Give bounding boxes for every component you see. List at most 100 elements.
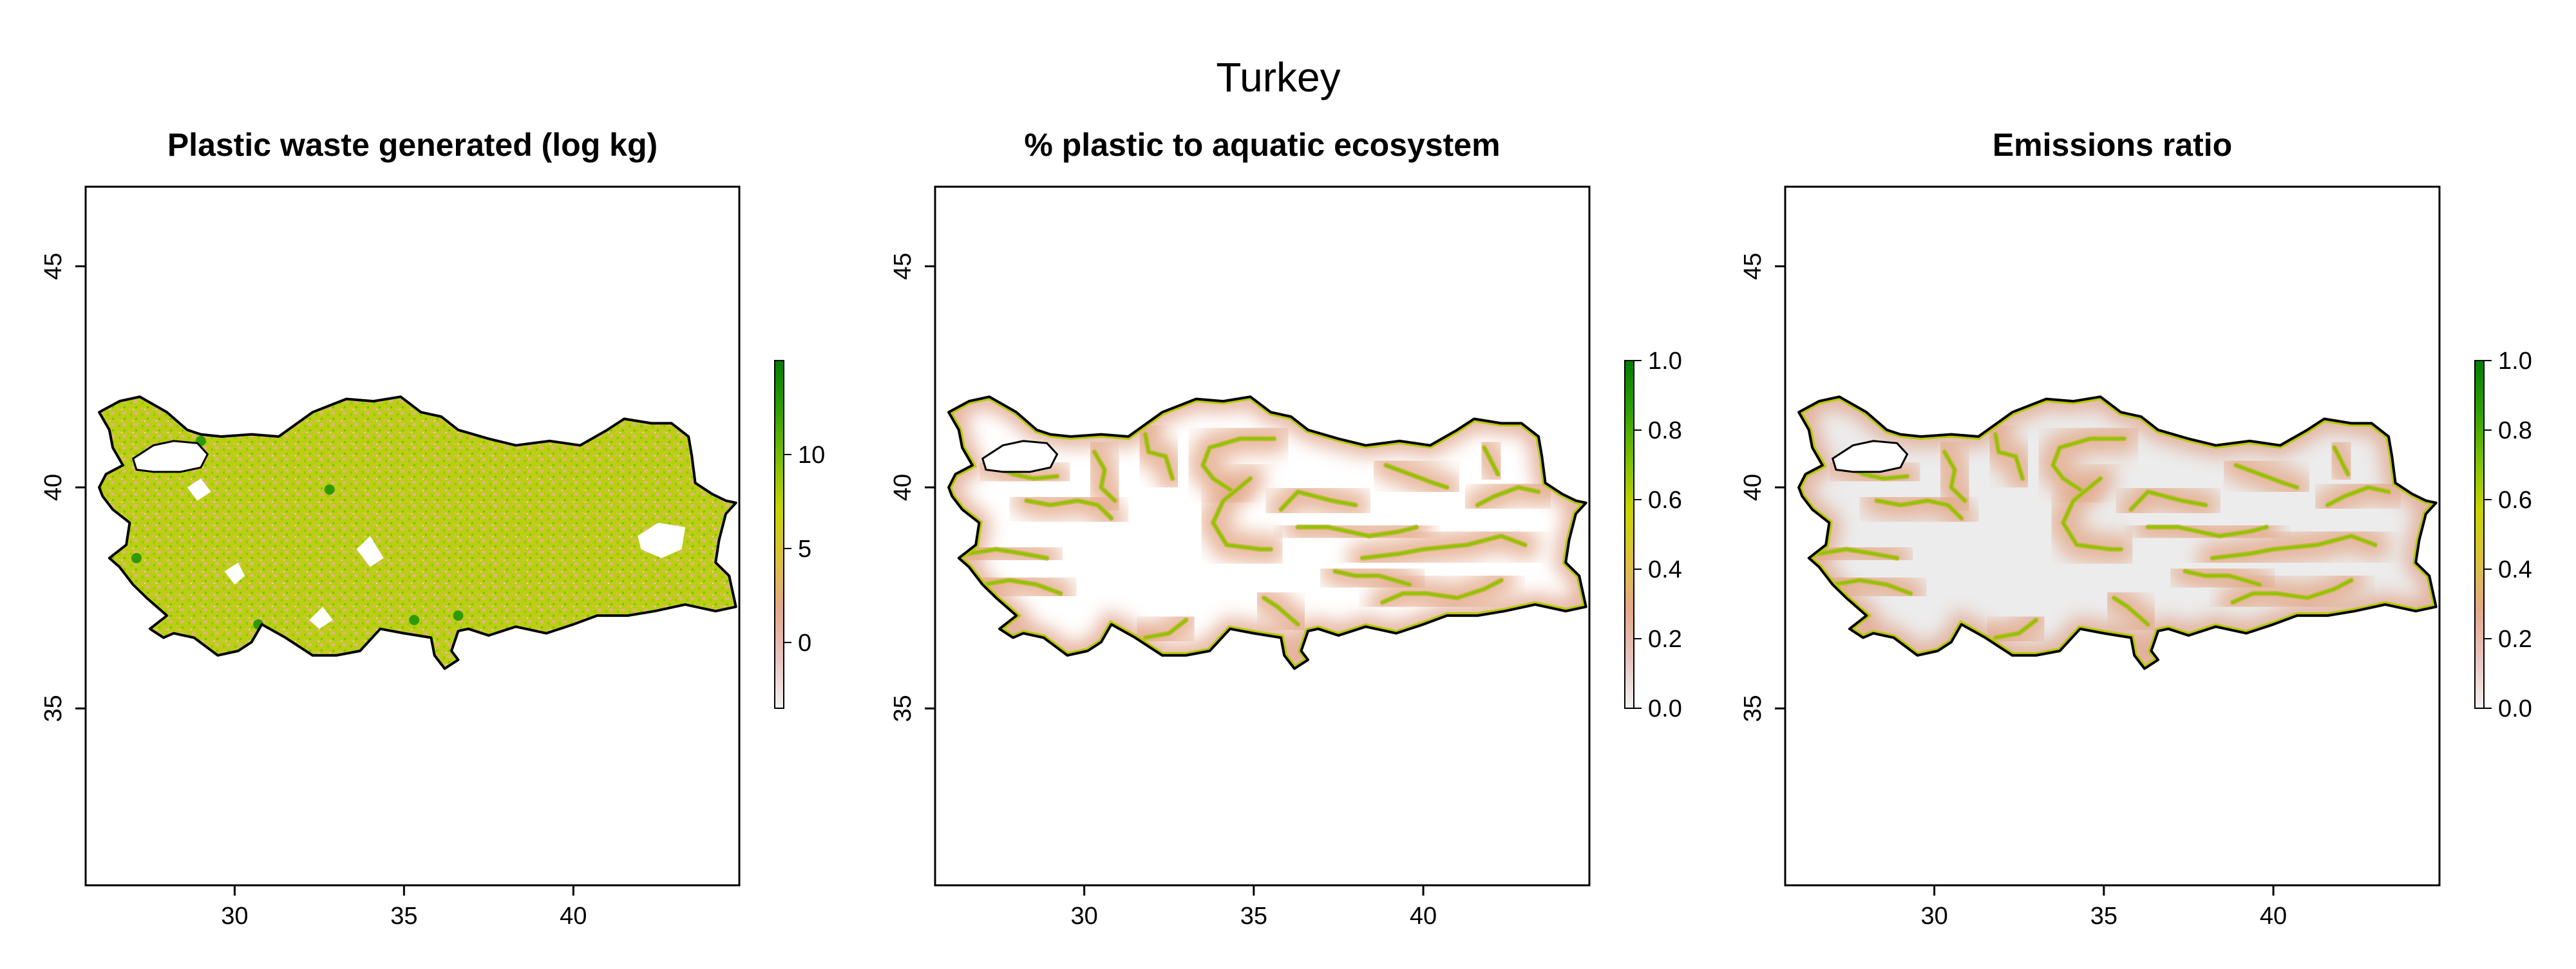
river-line [1280, 490, 1357, 511]
river-line [1025, 499, 1113, 520]
legend-tick-label: 0 [798, 630, 811, 657]
no-data-area [638, 522, 685, 558]
river-line [2231, 579, 2353, 604]
river-line [967, 548, 1048, 560]
river-line [1994, 433, 2024, 480]
country-border [98, 395, 737, 670]
legend-tick-label: 0.2 [1648, 626, 1682, 653]
x-tick-label: 30 [221, 903, 248, 930]
plot-frame [1784, 185, 2441, 887]
river-line [2112, 596, 2150, 626]
y-tick-label: 35 [40, 695, 67, 722]
x-tick-label: 40 [1410, 903, 1437, 930]
marmara-sea [981, 440, 1059, 473]
marmara-sea [131, 440, 209, 473]
x-tick-label: 35 [1240, 903, 1267, 930]
y-tick-label: 40 [1739, 474, 1766, 501]
river-line [2184, 570, 2261, 586]
river-line [1994, 619, 2038, 639]
legend: 0.0 0.2 0.4 0.6 0.8 1.0 [1624, 348, 1682, 722]
river-line [1817, 548, 1899, 560]
river-line [1476, 486, 1540, 507]
y-tick-label: 35 [889, 695, 916, 722]
river-line [1361, 534, 1526, 560]
legend-tick-label: 0.8 [2498, 417, 2532, 444]
marmara-sea [1831, 440, 1909, 473]
country-border [1797, 395, 2438, 670]
legend-tick-label: 0.0 [2498, 695, 2532, 722]
river-line [1334, 570, 1411, 586]
river-line [2130, 490, 2207, 511]
legend-tick-label: 0.4 [1648, 556, 1682, 583]
legend-colorbar [2474, 360, 2485, 709]
y-tick-label: 35 [1739, 695, 1766, 722]
river-line [1144, 619, 1188, 639]
y-tick-label: 45 [1739, 252, 1766, 279]
river-line [2146, 525, 2268, 538]
river-line [1201, 437, 1276, 493]
land-details [131, 435, 685, 630]
river-line [2051, 437, 2126, 493]
y-tick-label: 40 [889, 474, 916, 501]
legend-colorbar [1624, 360, 1634, 709]
land-area [1799, 397, 2436, 669]
legend-tick-label: 1.0 [2498, 348, 2532, 375]
legend-colorbar [774, 360, 784, 709]
legend-tick-label: 5 [798, 536, 811, 563]
x-tick-label: 30 [1070, 903, 1097, 930]
legend-tick-label: 0.4 [2498, 556, 2532, 583]
legend-tick-label: 0.6 [1648, 487, 1682, 514]
panel-title: % plastic to aquatic ecosystem [1024, 127, 1500, 163]
no-data-area [309, 607, 333, 629]
river-line [1211, 477, 1273, 551]
river-line [1144, 433, 1174, 480]
legend-tick-label: 0.8 [1648, 417, 1682, 444]
x-tick-label: 35 [390, 903, 417, 930]
river-line [2326, 486, 2390, 507]
map-panel-2: % plastic to aquatic ecosystem 30 35 40 35 40… [889, 127, 1682, 930]
river-line [1093, 451, 1116, 502]
panel-title: Plastic waste generated (log kg) [167, 127, 658, 163]
river-line [1262, 596, 1300, 626]
country-border [947, 395, 1587, 670]
river-line [1831, 579, 1912, 595]
x-tick-label: 30 [1920, 903, 1947, 930]
no-data-area [224, 562, 245, 585]
urban-hotspot [131, 552, 142, 563]
river-line [2211, 534, 2376, 560]
river-line [2333, 446, 2349, 476]
legend-tick-label: 0.6 [2498, 487, 2532, 514]
land-fill [99, 397, 736, 669]
river-line [2235, 464, 2298, 489]
land-area [949, 397, 1586, 669]
plot-frame [934, 185, 1591, 887]
urban-hotspot [324, 484, 335, 495]
plot-frame [84, 185, 741, 887]
river-line [1296, 525, 1418, 538]
river-line [1385, 464, 1448, 489]
legend-tick-label: 10 [798, 442, 825, 469]
y-tick-label: 45 [40, 252, 67, 279]
legend: 0 5 10 [774, 360, 825, 709]
urban-hotspot [453, 610, 464, 621]
river-line [1381, 579, 1503, 604]
river-line [981, 579, 1062, 595]
legend-tick-label: 0.2 [2498, 626, 2532, 653]
map-panel-1: Plastic waste generated (log kg) 30 35 40 35… [40, 127, 825, 930]
river-line [2061, 477, 2123, 551]
panel-title: Emissions ratio [1993, 127, 2232, 163]
legend: 0.0 0.2 0.4 0.6 0.8 1.0 [2474, 348, 2532, 722]
river-line [1875, 499, 1963, 520]
land-area [99, 397, 736, 669]
river-line [1943, 451, 1966, 502]
urban-hotspot [409, 614, 420, 625]
river-line [1482, 446, 1499, 476]
y-tick-label: 40 [40, 474, 67, 501]
no-data-area [187, 478, 211, 501]
x-tick-label: 35 [2090, 903, 2117, 930]
legend-tick-label: 0.0 [1648, 695, 1682, 722]
legend-tick-label: 1.0 [1648, 348, 1682, 375]
